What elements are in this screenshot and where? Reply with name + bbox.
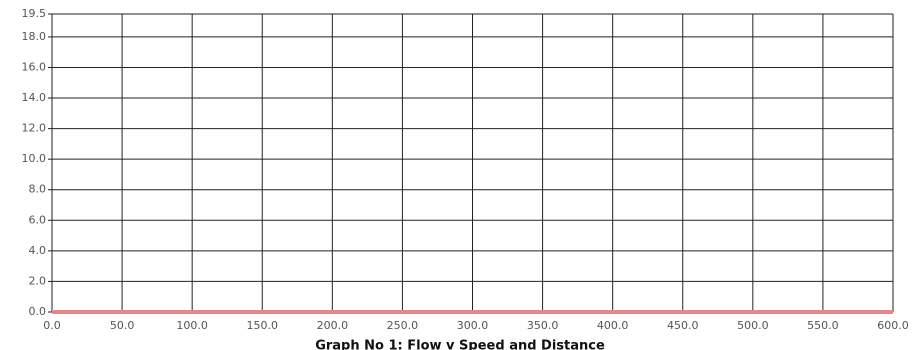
y-tick-label: 2.0: [29, 274, 47, 287]
x-tick-label: 400.0: [597, 319, 629, 332]
x-tick-label: 150.0: [247, 319, 279, 332]
x-tick-label: 50.0: [110, 319, 135, 332]
x-tick-label: 300.0: [457, 319, 489, 332]
x-tick-label: 200.0: [317, 319, 349, 332]
y-tick-label: 8.0: [29, 183, 47, 196]
y-tick-label: 6.0: [29, 213, 47, 226]
y-tick-label: 10.0: [22, 152, 47, 165]
y-tick-label: 0.0: [29, 305, 47, 318]
y-tick-label: 18.0: [22, 30, 47, 43]
y-tick-label: 4.0: [29, 244, 47, 257]
x-tick-label: 100.0: [176, 319, 208, 332]
x-tick-label: 0.0: [43, 319, 61, 332]
x-tick-label: 600.0: [877, 319, 909, 332]
x-tick-label: 450.0: [667, 319, 699, 332]
x-tick-label: 350.0: [527, 319, 559, 332]
y-tick-label: 12.0: [22, 122, 47, 135]
x-tick-label: 250.0: [387, 319, 419, 332]
chart-title: Graph No 1: Flow v Speed and Distance: [315, 339, 605, 350]
y-tick-label: 16.0: [22, 60, 47, 73]
y-tick-label: 19.5: [22, 7, 47, 20]
x-tick-label: 550.0: [807, 319, 839, 332]
y-tick-label: 14.0: [22, 91, 47, 104]
x-tick-label: 500.0: [737, 319, 769, 332]
